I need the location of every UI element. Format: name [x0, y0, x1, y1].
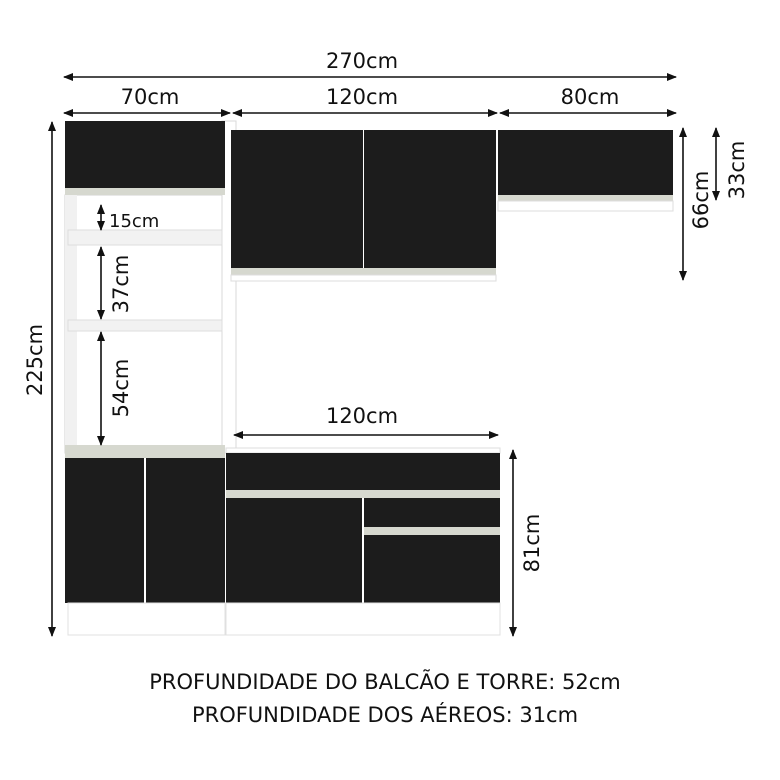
middle-drawer[interactable]	[364, 498, 500, 527]
shelf-bottom-gap-label: 54cm	[109, 359, 133, 418]
upper-cabinet-80	[497, 130, 674, 212]
total-width-label: 270cm	[326, 49, 398, 73]
top-drawer[interactable]	[226, 453, 500, 490]
shelf	[67, 229, 223, 246]
upper-middle-width-label: 120cm	[326, 85, 398, 109]
upper-flap-door[interactable]	[498, 130, 673, 195]
base-depth-note: PROFUNDIDADE DO BALCÃO E TORRE: 52cm	[149, 670, 621, 694]
counter-height-label: 81cm	[520, 514, 544, 573]
upper-depth-note: PROFUNDIDADE DOS AÉREOS: 31cm	[191, 703, 579, 727]
upper-right-width-label: 80cm	[561, 85, 620, 109]
upper-door-right[interactable]	[364, 130, 496, 268]
shelf-middle-gap-label: 37cm	[109, 255, 133, 314]
upper-cabinet-120	[230, 130, 497, 282]
tower-lower-door-left[interactable]	[65, 458, 144, 603]
upper-right-height-label: 33cm	[725, 141, 749, 200]
tower-lower-door-right[interactable]	[146, 458, 225, 603]
tower-upper-door[interactable]	[65, 121, 225, 188]
tower-cabinet	[64, 120, 237, 636]
counter-width-label: 120cm	[326, 404, 398, 428]
counter-door[interactable]	[226, 498, 362, 603]
tower-width-label: 70cm	[121, 85, 180, 109]
shelf	[67, 319, 223, 332]
upper-right-offset-label: 66cm	[689, 171, 713, 230]
counter-cabinet	[225, 447, 501, 636]
dimension-lines	[48, 73, 720, 637]
upper-door-left[interactable]	[231, 130, 363, 268]
total-height-label: 225cm	[23, 324, 47, 396]
shelf-top-gap-label: 15cm	[109, 211, 159, 232]
bottom-drawer[interactable]	[364, 535, 500, 603]
